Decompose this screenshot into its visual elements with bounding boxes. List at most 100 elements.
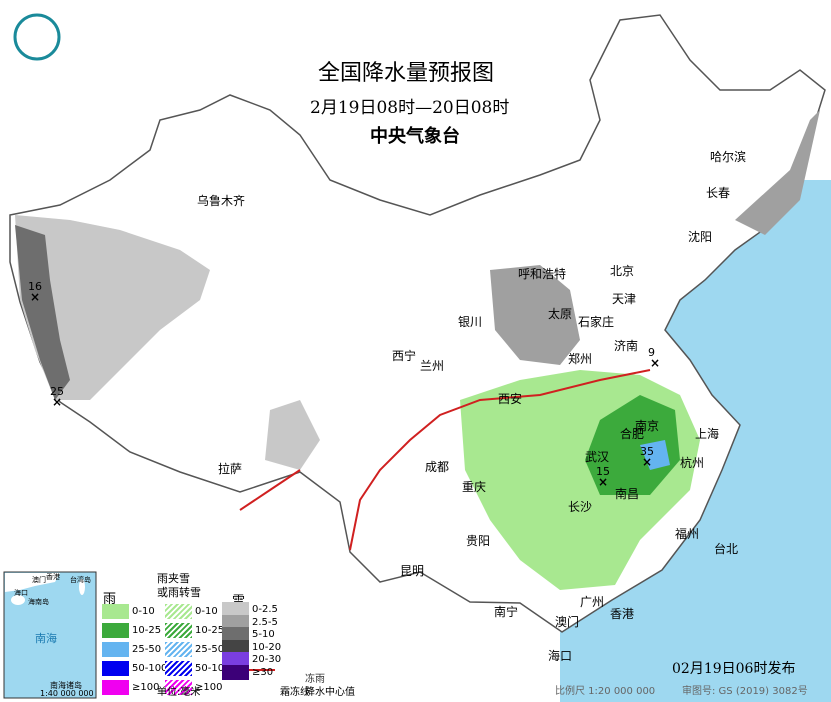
precip-center-marker-icon: × <box>52 395 63 409</box>
snow-west-heavy <box>15 225 70 400</box>
city-label-chongqing: 重庆 <box>462 480 487 494</box>
city-label-hohhot: 呼和浩特 <box>518 267 567 281</box>
city-label-yinchuan: 银川 <box>458 315 483 329</box>
legend-rain-swatch <box>102 661 129 676</box>
issued-time: 02月19日06时发布 <box>672 661 796 677</box>
legend-rain-swatch <box>102 623 129 638</box>
legend-mixed-label: ≥100 <box>195 682 223 693</box>
inset-label-hongkong: 香港 <box>46 573 60 581</box>
precip-center-value: 35 <box>640 445 654 458</box>
legend-frost-line: 霜冻线 <box>280 687 310 698</box>
legend-rain-label: 25-50 <box>132 644 162 655</box>
legend-snow-swatch <box>222 627 249 642</box>
snow-tibet <box>265 400 320 470</box>
precip-center-value: 15 <box>596 465 610 478</box>
inset-islands-label: 南海诸岛 <box>50 681 82 690</box>
legend-unit: 单位:毫米 <box>157 687 201 698</box>
city-label-shanghai: 上海 <box>695 427 720 441</box>
legend-mixed-swatch <box>165 623 192 638</box>
inset-label-macau: 澳门 <box>32 576 46 584</box>
snow-west <box>15 215 210 400</box>
map-scale: 比例尺 1:20 000 000 <box>555 686 656 697</box>
city-label-fuzhou: 福州 <box>675 527 700 541</box>
legend-mixed-label: 25-50 <box>195 644 225 655</box>
city-label-shenyang: 沈阳 <box>688 230 713 244</box>
map-issuer: 中央气象台 <box>370 126 460 147</box>
legend-mixed-label: 50-100 <box>195 663 231 674</box>
legend-rain-swatch <box>102 604 129 619</box>
legend-rain-label: ≥100 <box>132 682 160 693</box>
precip-center-value: 9 <box>648 346 655 359</box>
city-label-xian: 西安 <box>498 392 523 406</box>
precip-center-value: 16 <box>28 280 42 293</box>
city-label-lanzhou: 兰州 <box>420 359 445 373</box>
legend-snow-label: 5-10 <box>252 629 275 640</box>
map-period: 2月19日08时—20日08时 <box>310 98 510 118</box>
inset-label-hainan-island: 海南岛 <box>28 598 49 606</box>
legend-mixed-swatch <box>165 661 192 676</box>
inset-label-haikou: 海口 <box>14 589 28 597</box>
snow-north <box>490 265 580 365</box>
legend-mixed-label: 0-10 <box>195 606 218 617</box>
frost-line-west <box>239 469 301 511</box>
city-label-hefei: 合肥 <box>620 427 645 441</box>
legend-snow-swatch <box>222 652 249 667</box>
precip-center-marker-icon: × <box>642 455 653 469</box>
city-label-chengdu: 成都 <box>425 460 450 474</box>
city-label-wuhan: 武汉 <box>585 450 610 464</box>
city-label-shijiazhuang: 石家庄 <box>578 315 615 329</box>
inset-scale: 1:40 000 000 <box>40 689 94 698</box>
legend-snow-swatch <box>222 664 249 680</box>
cma-logo-icon <box>13 13 61 61</box>
city-label-beijing: 北京 <box>610 264 635 278</box>
city-label-nanning: 南宁 <box>494 605 519 619</box>
inset-taiwan-island <box>79 579 85 595</box>
snow-northeast <box>735 110 820 235</box>
city-label-tianjin: 天津 <box>612 292 637 306</box>
frost-line <box>349 369 651 551</box>
legend-snow-label: 2.5-5 <box>252 616 278 628</box>
city-label-guangzhou: 广州 <box>580 595 605 609</box>
city-label-taiyuan: 太原 <box>548 307 573 321</box>
legend-snow-label: ≥30 <box>252 666 274 678</box>
city-label-taipei: 台北 <box>714 542 739 556</box>
legend-mixed-title: 雨夹雪 或雨转雪 <box>157 572 201 599</box>
inset-label-taiwan-island: 台湾岛 <box>70 576 91 584</box>
city-label-guiyang: 贵阳 <box>466 534 491 548</box>
legend-rain-label: 10-25 <box>132 625 162 636</box>
city-label-nanchang: 南昌 <box>615 487 640 501</box>
legend-snow-label: 0-2.5 <box>252 604 278 615</box>
inset-land <box>5 573 60 592</box>
city-label-lhasa: 拉萨 <box>218 462 243 476</box>
city-label-xining: 西宁 <box>392 349 417 363</box>
city-label-nanjing: 南京 <box>635 419 660 433</box>
legend-rain-swatch <box>102 642 129 657</box>
precip-center-marker-icon: × <box>598 475 609 489</box>
rain-moderate <box>585 395 680 495</box>
city-label-harbin: 哈尔滨 <box>710 150 747 164</box>
city-label-urumqi: 乌鲁木齐 <box>197 194 246 208</box>
city-label-macau: 澳门 <box>555 615 580 629</box>
city-label-hangzhou: 杭州 <box>680 456 705 470</box>
review-number: 审图号: GS (2019) 3082号 <box>682 686 808 697</box>
city-label-changsha: 长沙 <box>568 500 593 514</box>
map-title: 全国降水量预报图 <box>318 61 495 86</box>
city-label-hongkong: 香港 <box>610 607 635 621</box>
legend-mixed-swatch <box>165 604 192 619</box>
legend-mixed-swatch <box>165 642 192 657</box>
legend-rain-title: 雨 <box>103 592 117 607</box>
precip-center-value: 25 <box>50 385 64 398</box>
city-label-changchun: 长春 <box>706 186 731 200</box>
precip-center-marker-icon: × <box>650 356 661 370</box>
legend-rain-swatch <box>102 680 129 695</box>
inset-hainan-island <box>11 595 25 605</box>
legend-snow-swatch <box>222 602 249 617</box>
precip-center-marker-icon: × <box>30 290 41 304</box>
legend-freezing-rain: 冻雨 <box>305 674 325 685</box>
legend-snow-label: 20-30 <box>252 654 282 665</box>
legend-mixed-label: 10-25 <box>195 625 225 636</box>
legend-snow-label: 10-20 <box>252 641 282 653</box>
city-label-zhengzhou: 郑州 <box>568 352 593 366</box>
